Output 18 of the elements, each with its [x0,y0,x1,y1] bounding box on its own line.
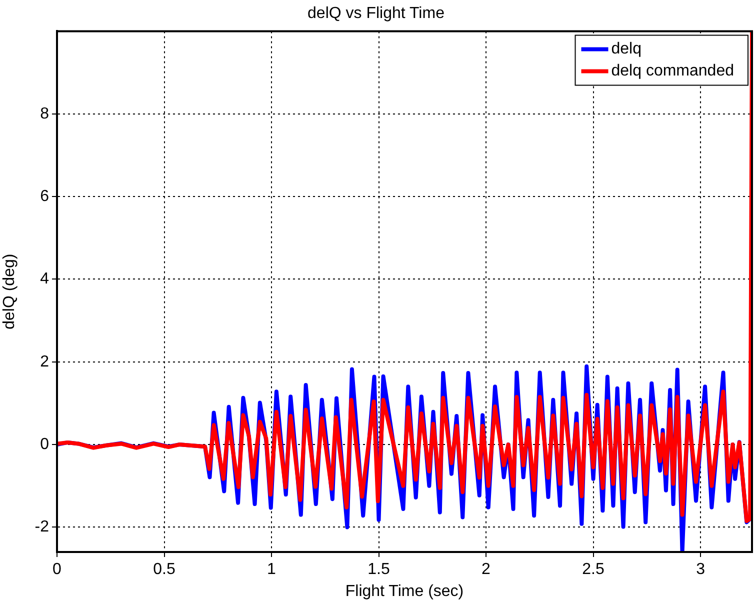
x-tick-label: 2.5 [582,561,604,578]
y-tick-label: 6 [40,188,50,205]
y-tick-label: -2 [34,518,50,536]
y-tick-label: 2 [40,353,50,370]
x-axis-title: Flight Time (sec) [345,582,464,600]
x-tick-label: 1.5 [368,561,390,578]
y-tick-label: 8 [40,105,50,122]
x-tick-label: 0 [52,561,62,578]
chart-title: delQ vs Flight Time [308,5,445,22]
x-tick-label: 3 [696,561,706,578]
legend-label: delq [611,40,642,58]
x-tick-label: 1 [267,561,276,578]
legend-label: delq commanded [611,62,734,80]
x-tick-label: 0.5 [153,561,176,578]
y-axis-title: delQ (deg) [1,254,18,330]
y-tick-label: 0 [40,436,50,453]
x-tick-label: 2 [482,561,491,578]
y-tick-label: 4 [40,270,50,288]
